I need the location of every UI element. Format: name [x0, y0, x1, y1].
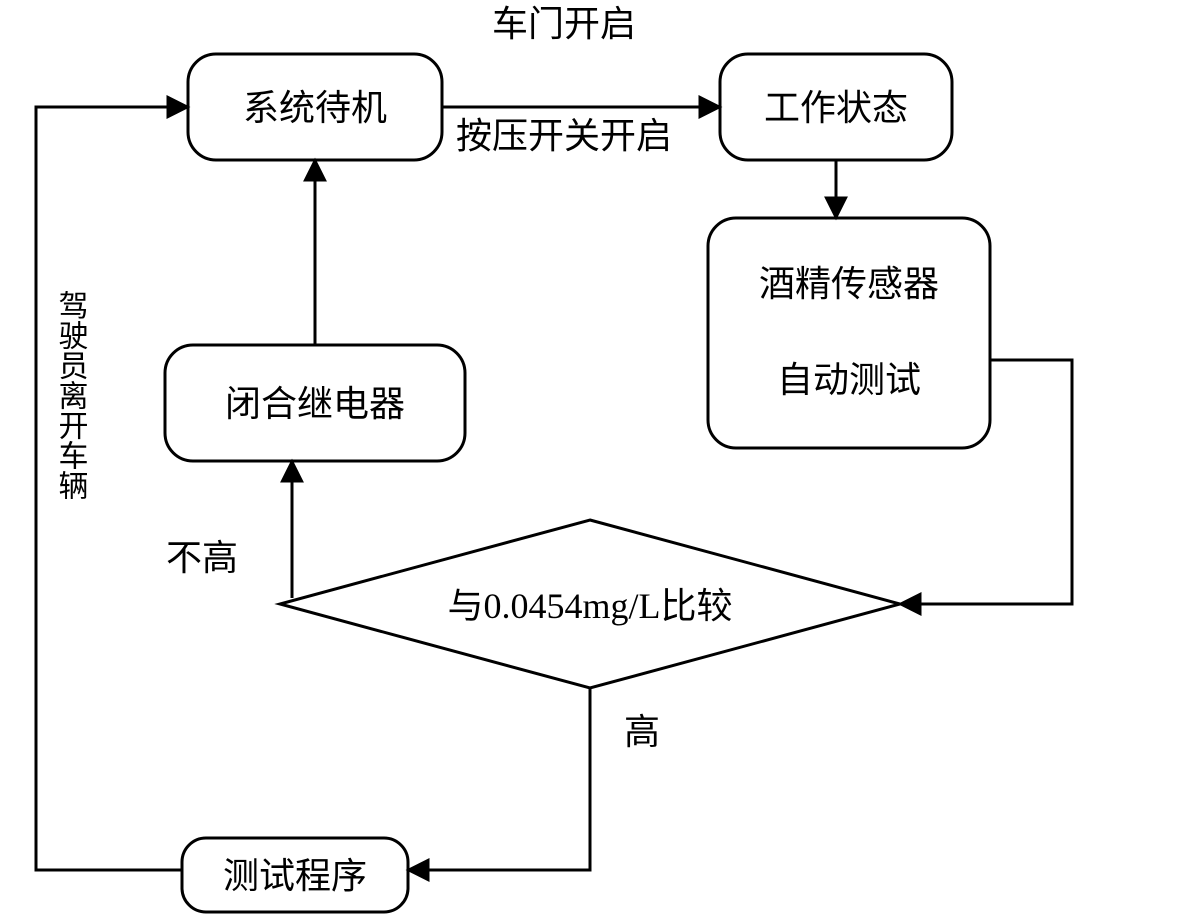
node-relay-label: 闭合继电器	[225, 384, 405, 424]
label-press-switch: 按压开关开启	[456, 116, 672, 156]
node-testprog: 测试程序	[182, 838, 408, 912]
node-sensor-line1: 酒精传感器	[759, 264, 939, 304]
node-testprog-label: 测试程序	[223, 856, 367, 896]
node-standby: 系统待机	[188, 54, 442, 160]
label-door-open: 车门开启	[492, 4, 636, 44]
edge-decision-testprog	[408, 688, 590, 870]
node-relay: 闭合继电器	[165, 345, 465, 461]
node-working: 工作状态	[720, 54, 952, 160]
node-sensor-line2: 自动测试	[777, 360, 921, 400]
flowchart-canvas: 系统待机 工作状态 酒精传感器 自动测试 闭合继电器 与0.0454mg/L比较…	[0, 0, 1190, 920]
node-standby-label: 系统待机	[243, 88, 387, 128]
node-decision-label: 与0.0454mg/L比较	[448, 586, 733, 626]
label-driver-leave: 驾驶员离开车辆	[54, 290, 88, 500]
label-not-high: 不高	[166, 538, 238, 578]
label-high: 高	[624, 712, 660, 752]
node-sensor: 酒精传感器 自动测试	[708, 218, 990, 448]
node-sensor-box	[708, 218, 990, 448]
node-working-label: 工作状态	[764, 88, 908, 128]
node-decision: 与0.0454mg/L比较	[280, 520, 900, 688]
